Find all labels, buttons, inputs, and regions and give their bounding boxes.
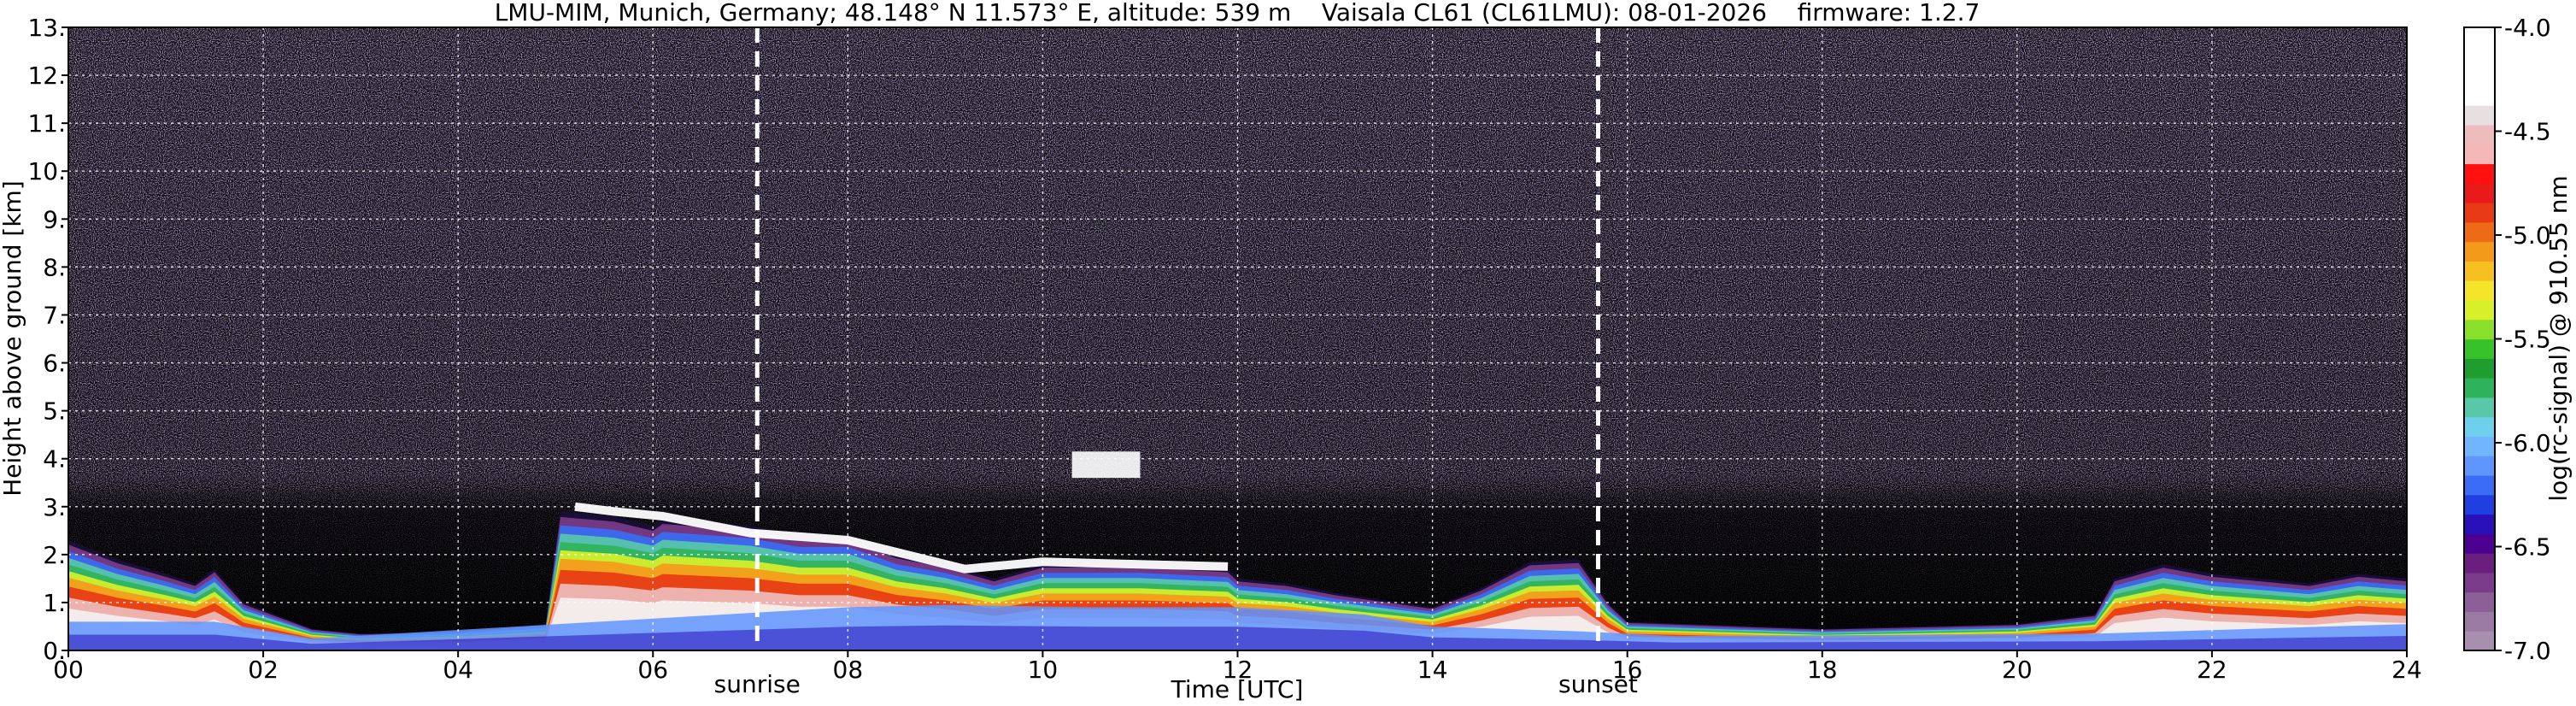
colorbar-segment xyxy=(2464,46,2495,68)
x-tick-label: 00 xyxy=(53,656,84,684)
colorbar-segment xyxy=(2464,338,2495,359)
y-tick-label: 9. xyxy=(43,205,66,233)
colorbar-segment xyxy=(2464,474,2495,496)
colorbar-segment xyxy=(2464,358,2495,379)
colorbar-segment xyxy=(2464,553,2495,574)
y-tick-label: 5. xyxy=(43,397,66,426)
x-tick-label: 22 xyxy=(2197,656,2227,684)
grid xyxy=(68,27,2407,650)
x-tick-label: 20 xyxy=(2002,656,2033,684)
x-tick-label: 14 xyxy=(1417,656,1448,684)
y-tick-label: 2. xyxy=(43,541,66,569)
colorbar-segment xyxy=(2464,378,2495,398)
colorbar-segment xyxy=(2464,66,2495,86)
colorbar-tick-label: -5.5 xyxy=(2504,326,2551,354)
colorbar-segment xyxy=(2464,494,2495,515)
colorbar-segment xyxy=(2464,299,2495,321)
y-tick-label: 10. xyxy=(27,157,66,185)
colorbar-segment xyxy=(2464,514,2495,534)
x-tick-label: 08 xyxy=(833,656,864,684)
colorbar-ticks: -4.0 -4.5 -5.0 -5.5 -6.0 -6.5 -7.0 xyxy=(2495,14,2551,665)
x-axis: 00 02 04 06 08 10 12 14 16 18 20 22 24 xyxy=(53,650,2422,684)
colorbar-segment xyxy=(2464,436,2495,456)
y-tick-label: 11. xyxy=(27,109,66,138)
colorbar-segment xyxy=(2464,203,2495,223)
y-tick-label: 4. xyxy=(43,445,66,474)
colorbar-segment xyxy=(2464,105,2495,126)
colorbar-segment xyxy=(2464,397,2495,418)
colorbar-segment xyxy=(2464,631,2495,651)
colorbar-segment xyxy=(2464,572,2495,593)
colorbar-tick-label: -7.0 xyxy=(2504,637,2551,665)
colorbar-segment xyxy=(2464,163,2495,184)
y-tick-label: 8. xyxy=(43,253,66,281)
x-tick-label: 10 xyxy=(1028,656,1059,684)
event-label-sunrise: sunrise xyxy=(714,670,801,698)
colorbar-segment xyxy=(2464,183,2495,203)
colorbar-segment xyxy=(2464,416,2495,438)
x-tick-label: 24 xyxy=(2391,656,2422,684)
y-tick-label: 12. xyxy=(27,62,66,90)
colorbar-tick-label: -6.0 xyxy=(2504,429,2551,457)
x-axis-label: Time [UTC] xyxy=(1171,675,1304,703)
y-tick-label: 0. xyxy=(43,637,66,665)
colorbar-segment xyxy=(2464,456,2495,476)
colorbar-tick-label: -4.0 xyxy=(2504,14,2551,42)
y-axis-label: Height above ground [km] xyxy=(0,180,26,497)
colorbar-segment xyxy=(2464,144,2495,165)
y-tick-label: 6. xyxy=(43,350,66,378)
colorbar-segment xyxy=(2464,221,2495,243)
y-tick-label: 3. xyxy=(43,493,66,521)
chart-title: LMU-MIM, Munich, Germany; 48.148° N 11.5… xyxy=(495,0,1980,26)
colorbar-segment xyxy=(2464,611,2495,632)
colorbar-segment xyxy=(2464,533,2495,554)
colorbar-segment xyxy=(2464,27,2495,48)
y-tick-label: 1. xyxy=(43,589,66,617)
colorbar-tick-label: -4.5 xyxy=(2504,118,2551,146)
colorbar-segment xyxy=(2464,85,2495,106)
colorbar-tick-label: -5.0 xyxy=(2504,221,2551,250)
colorbar-segment xyxy=(2464,280,2495,301)
colorbar-segment xyxy=(2464,261,2495,281)
elevated-cloud xyxy=(1071,451,1141,479)
colorbar-tick-label: -6.5 xyxy=(2504,533,2551,562)
y-tick-label: 13. xyxy=(27,14,66,42)
colorbar-segment xyxy=(2464,124,2495,145)
colorbar: -4.0 -4.5 -5.0 -5.5 -6.0 -6.5 -7.0 xyxy=(2463,14,2551,665)
event-lines xyxy=(754,27,1600,650)
x-tick-label: 04 xyxy=(443,656,473,684)
colorbar-segments xyxy=(2464,27,2495,651)
plot-area xyxy=(68,27,2407,650)
x-tick-label: 06 xyxy=(637,656,668,684)
colorbar-label: log(rc-signal) @ 910.55 nm xyxy=(2544,175,2573,501)
colorbar-segment xyxy=(2464,241,2495,262)
colorbar-segment xyxy=(2464,319,2495,340)
event-labels: sunrise sunset xyxy=(714,670,1638,698)
x-tick-label: 02 xyxy=(248,656,279,684)
x-tick-label: 12 xyxy=(1223,656,1253,684)
x-tick-label: 16 xyxy=(1612,656,1643,684)
y-axis: 0. 1. 2. 3. 4. 5. 6. 7. 8. 9. 10. 11. 12. 13. xyxy=(27,14,68,665)
colorbar-segment xyxy=(2464,591,2495,613)
x-tick-label: 18 xyxy=(1807,656,1838,684)
y-tick-label: 7. xyxy=(43,301,66,329)
event-label-sunset: sunset xyxy=(1558,670,1638,698)
